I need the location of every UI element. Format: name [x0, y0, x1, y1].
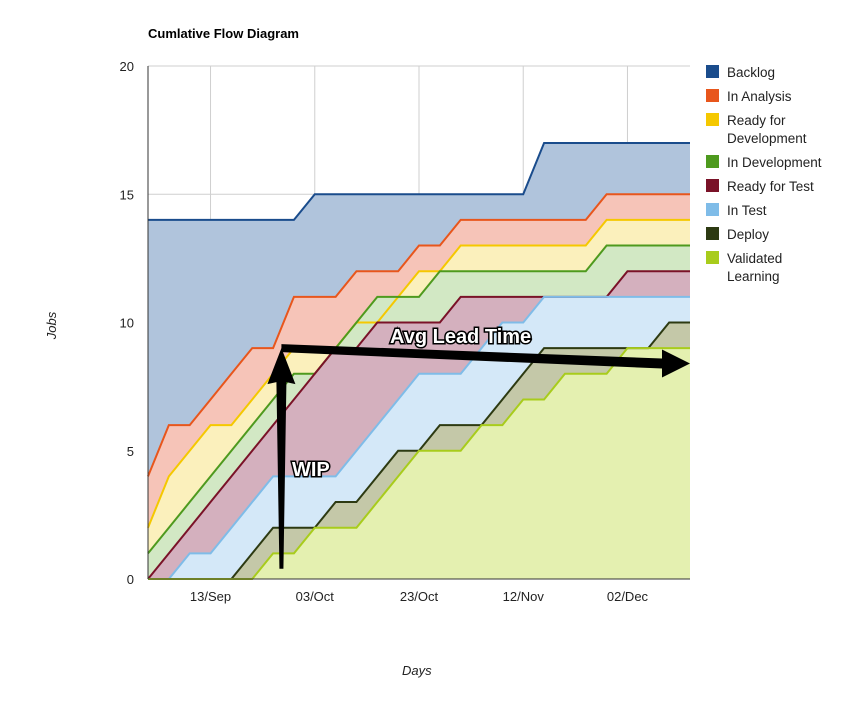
lead-time-annotation: Avg Lead Time: [390, 326, 531, 348]
legend-swatch: [706, 227, 719, 240]
y-tick-label: 10: [120, 316, 134, 331]
y-tick-label: 15: [120, 187, 134, 202]
line-backlog: [148, 141, 690, 221]
y-axis-label: Jobs: [44, 311, 60, 340]
legend-item: In Test: [706, 202, 856, 220]
line-in-development: [147, 244, 690, 554]
legend-label: Validated Learning: [727, 251, 783, 284]
x-tick-label: 02/Dec: [607, 589, 649, 604]
area-ready-for-development: [148, 219, 690, 554]
y-tick-label: 20: [120, 59, 134, 74]
legend-label: In Analysis: [727, 89, 792, 104]
wip-annotation: WIP: [292, 459, 330, 481]
legend-label: Backlog: [727, 65, 776, 80]
legend-item: Backlog: [706, 64, 856, 82]
line-ready-for-development: [147, 218, 690, 529]
x-tick-label: 23/Oct: [400, 589, 439, 604]
line-in-test: [148, 295, 690, 580]
legend: Backlog In Analysis Ready for Development I…: [706, 64, 856, 292]
area-validated-learning: [148, 348, 690, 579]
legend-item: In Analysis: [706, 88, 856, 106]
legend-label: In Test: [727, 203, 767, 218]
lead-time-arrow: [281, 344, 690, 378]
x-axis-label: Days: [402, 663, 432, 678]
legend-label: Ready for Development: [727, 113, 807, 146]
legend-swatch: [706, 251, 719, 264]
legend-item: Validated Learning: [706, 250, 856, 286]
chart-title: Cumlative Flow Diagram: [148, 26, 299, 41]
x-tick-label: 03/Oct: [296, 589, 335, 604]
legend-item: Deploy: [706, 226, 856, 244]
area-in-analysis: [148, 194, 690, 528]
y-tick-label: 5: [127, 444, 134, 459]
legend-swatch: [706, 89, 719, 102]
legend-swatch: [706, 179, 719, 192]
legend-swatch: [706, 203, 719, 216]
legend-label: Deploy: [727, 227, 770, 242]
legend-item: Ready for Test: [706, 178, 856, 196]
legend-label: In Development: [727, 155, 822, 170]
legend-item: Ready for Development: [706, 112, 856, 148]
legend-item: In Development: [706, 154, 856, 172]
legend-swatch: [706, 65, 719, 78]
legend-swatch: [706, 113, 719, 126]
wip-arrow: [267, 348, 296, 569]
legend-swatch: [706, 155, 719, 168]
x-tick-label: 13/Sep: [190, 589, 231, 604]
legend-label: Ready for Test: [727, 179, 814, 194]
line-in-analysis: [147, 193, 690, 477]
area-ready-for-test: [148, 271, 690, 579]
area-backlog: [148, 142, 690, 477]
x-tick-label: 12/Nov: [503, 589, 545, 604]
y-tick-label: 0: [127, 572, 134, 587]
area-in-development: [148, 245, 690, 580]
